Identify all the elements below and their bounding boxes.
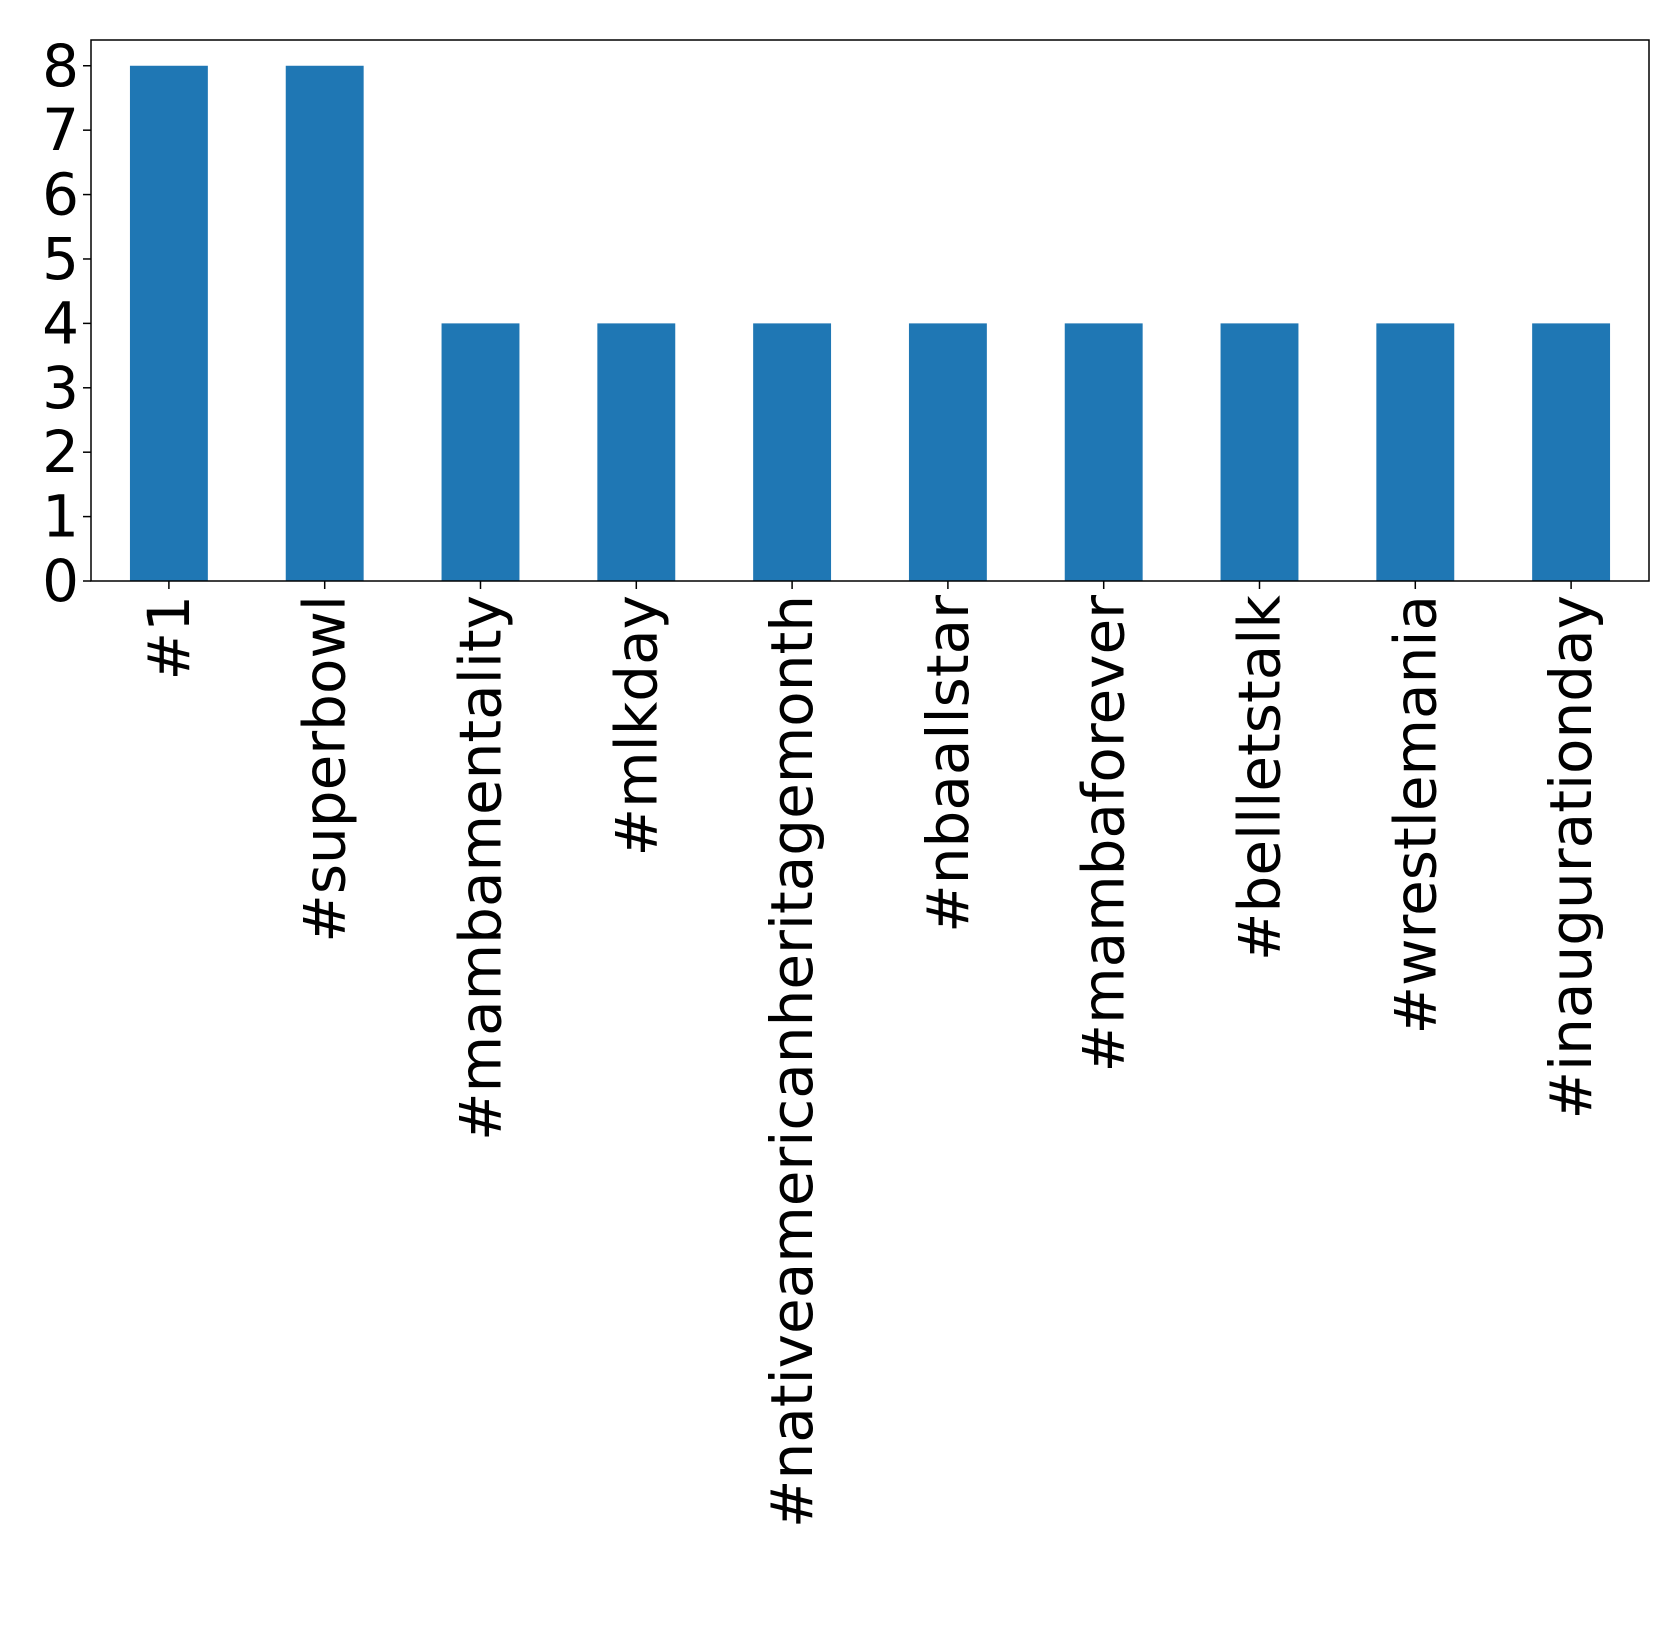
bar-8	[1376, 323, 1455, 581]
y-tick-label: 1	[42, 483, 79, 551]
bars-group	[129, 65, 1611, 581]
plot-frame	[90, 39, 1650, 582]
bar-9	[1532, 323, 1611, 581]
x-tick-label: #superbowl	[291, 595, 359, 943]
y-tick-label: 3	[42, 354, 79, 422]
y-tick-label: 6	[42, 161, 79, 229]
bar-4	[753, 323, 832, 581]
y-tick-label: 5	[42, 225, 79, 293]
x-tick-label: #mlkday	[602, 595, 670, 856]
bar-0	[129, 65, 208, 581]
x-tick-label: #nbaallstar	[914, 595, 982, 933]
y-tick-label: 2	[42, 418, 79, 486]
y-tick-label: 7	[42, 96, 79, 164]
y-tick-label: 4	[42, 289, 79, 357]
x-tick-label: #mambamentality	[447, 595, 515, 1141]
x-tick-label: #mambaforever	[1070, 595, 1138, 1073]
y-tick-label: 8	[42, 32, 79, 100]
bar-5	[908, 323, 987, 581]
x-tick-label: #nativeamericanheritagemonth	[758, 595, 826, 1528]
x-tick-label: #inaugurationday	[1537, 595, 1605, 1120]
bar-1	[285, 65, 364, 581]
bar-2	[441, 323, 520, 581]
x-tick-label: #wrestlemania	[1381, 595, 1449, 1035]
bar-7	[1220, 323, 1299, 581]
bar-6	[1064, 323, 1143, 581]
x-axis: #1 #superbowl #mambamentality #mlkday #nativ…	[135, 581, 1605, 1528]
x-tick-label: #1	[135, 595, 203, 681]
x-tick-label: #bellletstalk	[1226, 595, 1294, 961]
y-tick-label: 0	[42, 547, 79, 615]
bar-3	[597, 323, 676, 581]
